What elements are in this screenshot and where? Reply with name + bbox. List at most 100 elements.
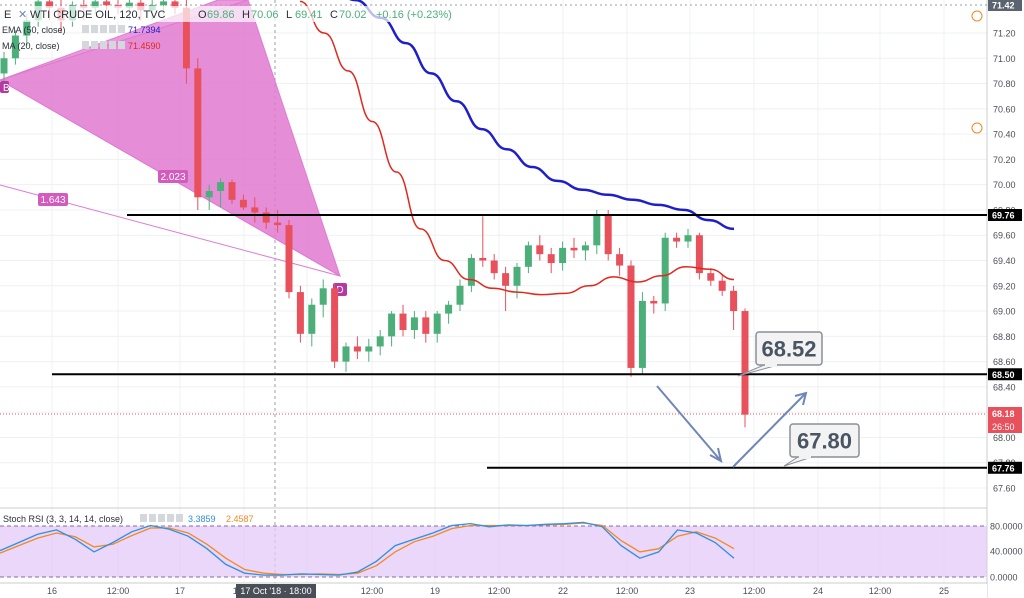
legend-header-bg xyxy=(0,6,480,22)
candle-body xyxy=(456,285,464,305)
candle-body xyxy=(581,245,589,251)
price-tag-level-2: 68.50 xyxy=(992,370,1015,380)
candle-body xyxy=(262,212,270,223)
price-tick-label: 70.40 xyxy=(993,130,1016,140)
candle-body xyxy=(707,273,715,281)
candle-body xyxy=(718,280,726,291)
price-tag-top-bg xyxy=(988,0,1022,11)
candle-body xyxy=(46,1,54,8)
time-tick-label: 12:00 xyxy=(743,586,766,596)
header-symbol-prefix: E xyxy=(4,9,11,21)
time-tick-label: 22 xyxy=(558,586,568,596)
pattern-point-d: D xyxy=(336,285,343,296)
candle-body xyxy=(422,317,430,334)
time-tick-label: 12:00 xyxy=(488,586,511,596)
candle-body xyxy=(353,346,361,352)
rsi-label: Stoch RSI (3, 3, 14, 14, close) xyxy=(3,514,123,524)
pattern-ratio-label: 1.643 xyxy=(40,195,65,206)
candle-body xyxy=(228,182,236,200)
candle-body xyxy=(604,215,612,255)
alert-icon xyxy=(971,122,983,134)
rsi-button xyxy=(158,514,165,522)
candle-body xyxy=(502,273,510,286)
candle-body xyxy=(661,237,669,304)
price-tag-level-1: 69.76 xyxy=(992,211,1015,221)
price-tick-label: 68.40 xyxy=(993,382,1016,392)
time-tick-label: 25 xyxy=(939,586,949,596)
callout-67-80-text: 67.80 xyxy=(797,429,852,454)
price-tick-label: 68.80 xyxy=(993,332,1016,342)
candle-body xyxy=(182,7,190,69)
candle-body xyxy=(308,304,316,334)
ohlc-value: 70.02 xyxy=(339,9,367,21)
price-tick-label: 71.00 xyxy=(993,54,1016,64)
indicator-button xyxy=(109,25,116,33)
ohlc-value: 70.06 xyxy=(251,9,279,21)
header-change: +0.16 (+0.23%) xyxy=(376,9,452,21)
pattern-ratio-box xyxy=(38,193,68,206)
candle-body xyxy=(285,225,293,293)
rsi-k-value: 3.3859 xyxy=(188,514,216,524)
pattern-point-b: B xyxy=(3,83,10,94)
price-tag-level-2-bg xyxy=(988,368,1022,381)
price-tick-label: 70.20 xyxy=(993,155,1016,165)
rsi-d-value: 2.4587 xyxy=(226,514,254,524)
indicator-button xyxy=(100,25,107,33)
candles xyxy=(0,0,749,428)
ohlc-value: 69.41 xyxy=(295,9,323,21)
candle-body xyxy=(91,1,99,8)
candle-body xyxy=(638,300,646,368)
candle-body xyxy=(399,313,407,331)
callout-67-80-pointer-mask xyxy=(799,455,811,459)
candle-body xyxy=(547,254,555,264)
candle-body xyxy=(433,313,441,334)
candle-body xyxy=(695,235,703,274)
candle-body xyxy=(536,245,544,255)
time-tick-label: 23 xyxy=(685,586,695,596)
candle-body xyxy=(559,247,567,264)
indicator-button xyxy=(100,41,107,49)
rsi-button xyxy=(176,514,183,522)
candle-body xyxy=(730,290,738,312)
indicator-button xyxy=(118,41,125,49)
ohlc-key: L xyxy=(286,9,292,21)
moving-averages xyxy=(299,0,735,296)
candle-body xyxy=(217,182,225,191)
price-tag-last: 68.18 xyxy=(992,409,1015,419)
header-symbol: WTI CRUDE OIL, 120, TVC xyxy=(30,9,166,21)
price-tick-label: 71.20 xyxy=(993,29,1016,39)
price-tag-level-3-bg xyxy=(988,461,1022,474)
arrow-up xyxy=(732,392,807,468)
candle-body xyxy=(388,313,396,337)
candle-body xyxy=(342,346,350,362)
legend: E ✕ WTI CRUDE OIL, 120, TVC O 69.86 H 70.06 L 69… xyxy=(0,6,480,524)
price-tag-last-bg xyxy=(988,407,1022,433)
price-tick-label: 68.00 xyxy=(993,433,1016,443)
candle-body xyxy=(125,2,133,8)
indicator-value: 71.7394 xyxy=(128,25,161,35)
candle-body xyxy=(239,199,247,208)
time-tick-label: 17 xyxy=(175,586,185,596)
price-tick-label: 69.40 xyxy=(993,256,1016,266)
stoch-rsi-k-line xyxy=(0,521,735,576)
time-tick-label: 24 xyxy=(813,586,823,596)
candle-body xyxy=(171,1,179,8)
indicator-label: MA (20, close) xyxy=(2,41,60,51)
pattern-ratio-box xyxy=(158,170,188,183)
candle-body xyxy=(741,311,749,415)
candle-body xyxy=(205,190,213,198)
ema-50-line xyxy=(349,0,735,231)
time-crosshair-label: 17 Oct '18 · 18:00 xyxy=(240,586,311,596)
callout-68-52-pointer-mask xyxy=(765,363,777,367)
arrow-up-head xyxy=(794,391,808,406)
time-tick-label: 16 xyxy=(47,586,57,596)
price-tick-label: 67.60 xyxy=(993,484,1016,494)
indicator-button xyxy=(91,25,98,33)
callout-68-52-box xyxy=(755,331,823,366)
candle-body xyxy=(251,207,259,213)
time-tick-label: 19 xyxy=(430,586,440,596)
candle-body xyxy=(319,288,327,305)
candle-body xyxy=(160,1,168,6)
ohlc-key: O xyxy=(198,9,207,21)
